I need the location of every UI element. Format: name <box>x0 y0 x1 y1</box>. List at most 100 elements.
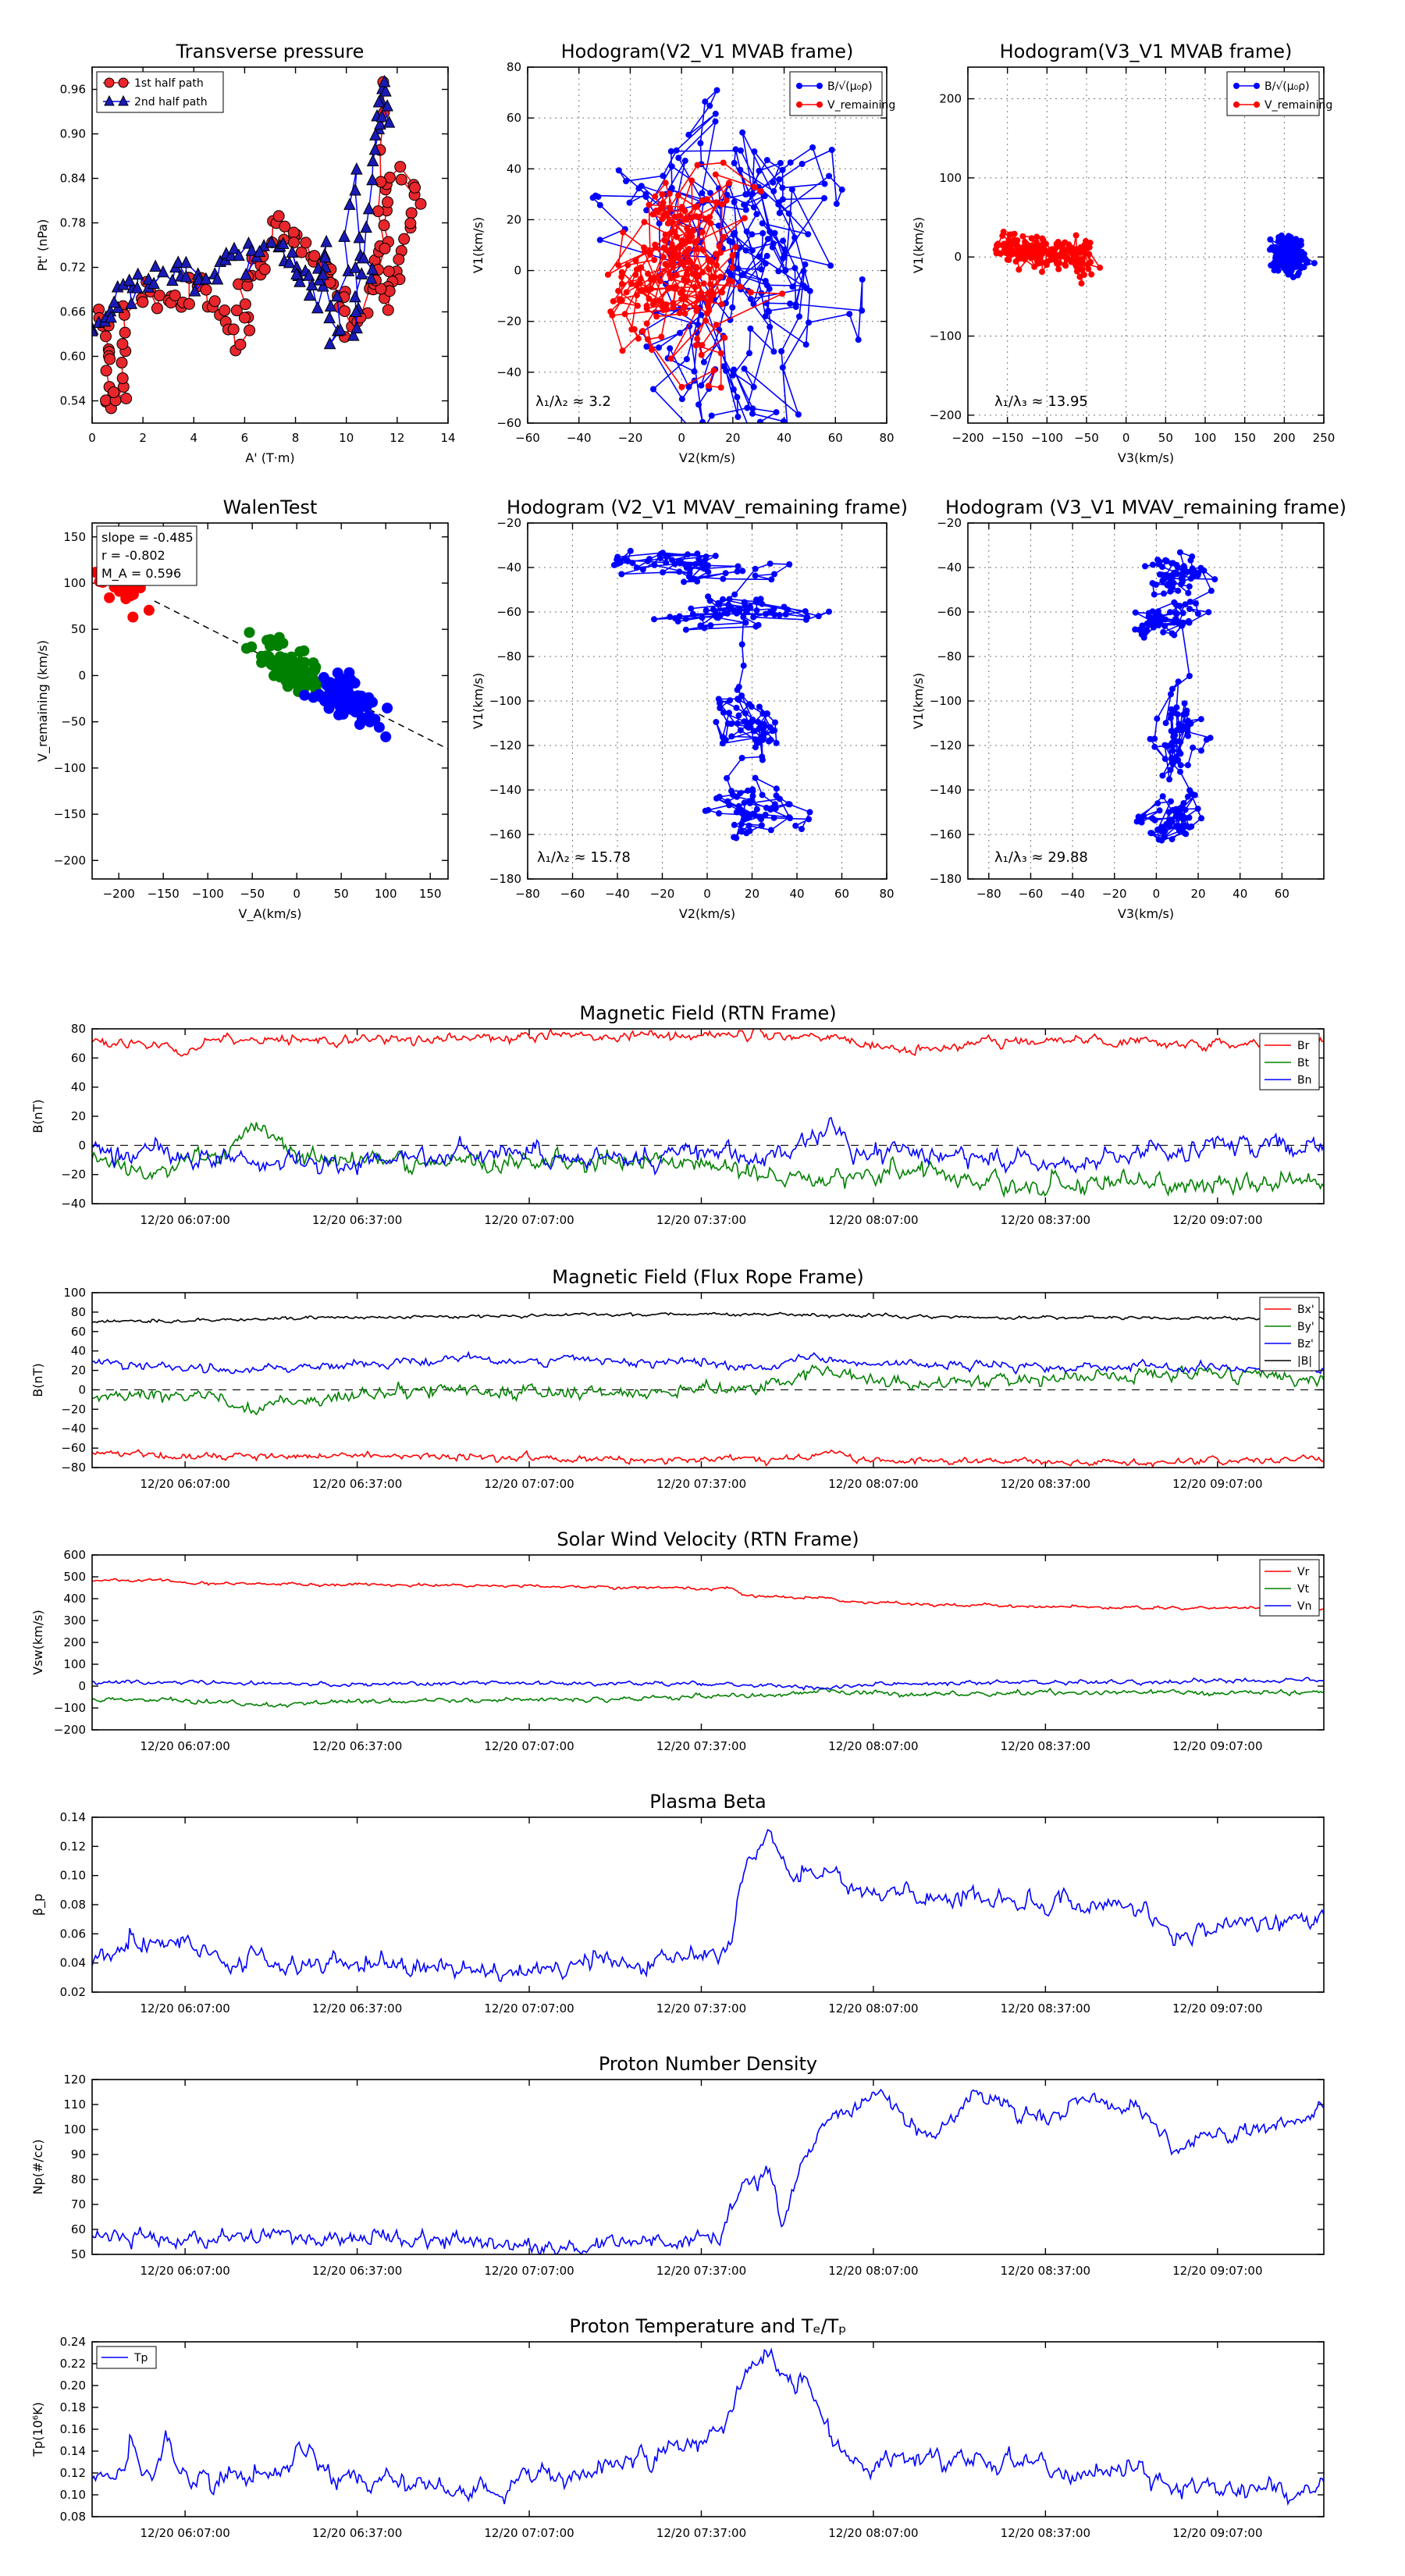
data-point <box>668 240 675 247</box>
plot-frame <box>91 2341 1325 2517</box>
data-point <box>300 237 312 249</box>
data-point <box>637 276 644 283</box>
data-point <box>755 454 761 460</box>
data-point <box>225 248 237 262</box>
data-point <box>688 605 695 612</box>
series-vr <box>92 1578 1324 1611</box>
data-point <box>698 351 705 358</box>
legend-marker <box>816 83 823 89</box>
y-tick-label: 0.04 <box>60 1956 86 1970</box>
data-point <box>724 798 731 805</box>
data-point <box>253 244 266 258</box>
legend-label: Bx' <box>1297 1304 1314 1316</box>
y-tick-label: 0.20 <box>60 2379 86 2393</box>
data-point <box>708 412 715 419</box>
y-tick-label: −180 <box>489 872 521 886</box>
data-point <box>355 690 367 702</box>
x-tick-label: 12/20 06:07:00 <box>140 1739 229 1753</box>
data-point <box>299 689 311 701</box>
data-point <box>180 269 193 283</box>
data-point <box>787 450 793 456</box>
data-point <box>334 323 347 336</box>
y-tick-label: 80 <box>71 1305 86 1319</box>
data-point <box>343 689 355 701</box>
plot-frame <box>91 1292 1325 1468</box>
data-point <box>771 229 778 237</box>
y-tick-label: −80 <box>937 649 962 664</box>
data-point <box>1147 830 1154 837</box>
data-point <box>802 341 809 348</box>
data-point <box>705 382 712 390</box>
data-point <box>380 731 392 742</box>
data-point <box>681 249 688 256</box>
data-point <box>372 94 386 108</box>
data-point <box>699 269 706 276</box>
data-point <box>663 306 670 313</box>
data-point <box>394 161 407 173</box>
data-point <box>1166 776 1173 783</box>
data-point <box>1171 632 1178 639</box>
stats-box: slope = -0.485 r = -0.802 M_A = 0.596 <box>96 525 197 586</box>
data-point <box>674 233 681 240</box>
data-point <box>265 634 276 646</box>
y-tick-label: −100 <box>489 694 521 708</box>
data-point <box>741 365 748 372</box>
data-point <box>604 271 611 278</box>
series-bz <box>92 1350 1324 1375</box>
data-point <box>1181 822 1188 829</box>
data-point <box>357 700 368 712</box>
data-point <box>787 159 794 166</box>
data-point <box>764 236 771 243</box>
data-point <box>713 472 719 479</box>
data-point <box>1169 685 1176 692</box>
data-point <box>632 272 639 278</box>
data-point <box>708 274 715 280</box>
y-tick-label: 0.24 <box>60 2335 86 2349</box>
data-point <box>108 386 120 398</box>
data-point <box>1154 715 1161 722</box>
data-point <box>667 355 674 362</box>
y-tick-label: −100 <box>930 694 962 708</box>
data-point <box>1205 609 1212 616</box>
data-point <box>1156 558 1163 565</box>
x-tick-label: 50 <box>334 887 349 901</box>
data-point <box>188 284 201 297</box>
y-tick-label: −60 <box>496 605 521 619</box>
legend-box <box>1226 71 1320 116</box>
data-point <box>770 814 777 821</box>
data-point <box>738 147 744 154</box>
data-point <box>758 822 765 829</box>
data-point <box>269 655 281 667</box>
x-tick-label: 0 <box>1122 431 1130 445</box>
data-point <box>1179 816 1186 823</box>
data-point <box>763 157 770 164</box>
data-point <box>681 276 688 283</box>
data-point <box>379 242 391 254</box>
data-point <box>698 382 705 389</box>
y-tick-label: 0.96 <box>60 83 86 97</box>
data-point <box>104 353 116 365</box>
data-point <box>1086 251 1093 258</box>
data-point <box>366 262 379 275</box>
x-tick-label: 80 <box>879 431 894 445</box>
y-tick-label: 110 <box>63 2097 86 2112</box>
y-tick-label: 400 <box>63 1592 86 1606</box>
data-point <box>772 805 779 812</box>
data-point <box>663 553 670 560</box>
data-point <box>1182 601 1189 608</box>
data-point <box>308 250 321 262</box>
data-point <box>1033 239 1040 246</box>
data-point <box>752 774 759 781</box>
data-point <box>713 262 720 269</box>
legend-label: 1st half path <box>134 77 204 90</box>
series-green <box>240 627 326 700</box>
data-point <box>656 552 663 559</box>
data-point <box>724 720 731 727</box>
data-point <box>737 283 744 290</box>
data-point <box>757 187 764 194</box>
legend-marker <box>816 101 823 108</box>
x-tick-label: 200 <box>1273 431 1296 445</box>
data-point <box>699 614 706 621</box>
data-point <box>739 568 746 575</box>
legend-label: By' <box>1297 1321 1314 1333</box>
